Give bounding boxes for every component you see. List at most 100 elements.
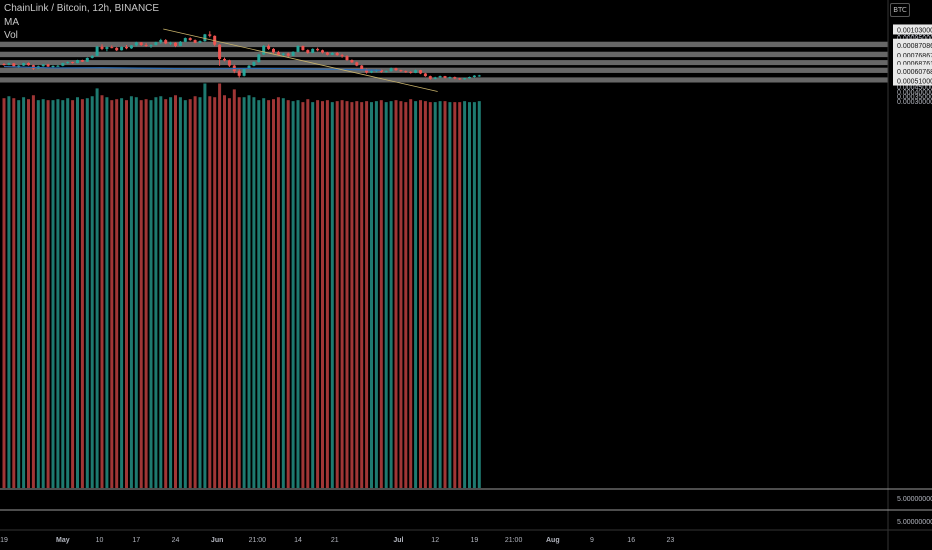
candle-body (477, 75, 481, 77)
candle-body (71, 62, 75, 64)
candle-body (169, 42, 173, 44)
candle-body (139, 42, 143, 45)
candle-body (370, 71, 373, 73)
candle-body (472, 75, 476, 77)
time-tick-label: 21 (331, 537, 339, 544)
price-label-text: 0.00060768 (897, 69, 932, 76)
candlesticks (2, 31, 481, 81)
candle-body (276, 52, 280, 55)
candle-body (438, 76, 442, 78)
candle-body (296, 45, 300, 52)
candle-body (306, 50, 310, 53)
time-axis[interactable]: 19 May 10 17 24 Jun 21:00 14 21 Jul 12 19 21:00 Aug 9 1… (0, 537, 674, 544)
currency-scale-button[interactable]: BTC (890, 3, 910, 17)
candle-body (409, 71, 413, 73)
volume-bars (2, 83, 481, 489)
volume-bar (56, 99, 60, 488)
price-label-text: 0.00103000 (897, 27, 932, 34)
candle-body (125, 46, 128, 49)
volume-bar (306, 99, 310, 488)
candle-body (272, 48, 275, 53)
price-label-text: 0.00087086 (897, 43, 932, 50)
price-tick-label: 0.00040000 (897, 89, 932, 96)
vol-indicator-label[interactable]: Vol (4, 30, 18, 41)
candle-body (325, 52, 329, 55)
volume-bar (379, 100, 383, 488)
candle-body (360, 65, 364, 70)
price-label-box (893, 65, 932, 76)
candle-body (428, 76, 432, 79)
zone-band (0, 67, 888, 73)
candle-body (223, 58, 226, 61)
time-tick-label: 9 (590, 537, 594, 544)
candle-body (443, 76, 447, 78)
volume-bar (414, 101, 418, 489)
candle-body (252, 62, 256, 66)
volume-bar (257, 100, 261, 488)
price-label-text: 0.00051000 (897, 79, 932, 86)
candle-body (340, 55, 344, 57)
candle-body (56, 65, 60, 67)
volume-bar (76, 97, 79, 489)
volume-bar (7, 96, 11, 489)
volume-bar (208, 96, 212, 489)
candle-body (61, 63, 65, 66)
volume-bar (227, 98, 231, 488)
volume-bar (330, 102, 334, 489)
chart-title: ChainLink / Bitcoin, 12h, BINANCE (4, 3, 160, 14)
volume-bar (134, 97, 138, 489)
volume-bar (468, 102, 471, 489)
time-tick-label: 23 (667, 537, 675, 544)
ma-indicator-label[interactable]: MA (4, 17, 19, 28)
price-label-box (893, 75, 932, 86)
volume-bar (242, 97, 246, 489)
volume-bar (66, 98, 70, 488)
zone-band (0, 51, 888, 58)
candle-body (41, 64, 45, 67)
candle-body (330, 53, 334, 55)
price-axis[interactable]: 0.001050000.001000000.000950000.00090000… (893, 24, 932, 526)
candle-body (389, 68, 393, 72)
time-tick-label: 24 (172, 537, 180, 544)
trendline[interactable] (163, 28, 438, 92)
candle-body (66, 62, 70, 64)
candle-body (154, 42, 158, 46)
candle-body (80, 60, 84, 62)
volume-bar (345, 101, 349, 489)
volume-bar (399, 101, 403, 489)
candle-body (203, 34, 207, 42)
zone-band (0, 77, 888, 83)
candle-body (213, 35, 217, 45)
candle-body (448, 77, 452, 79)
candle-body (164, 40, 168, 44)
volume-bar (27, 99, 30, 488)
volume-bar (384, 102, 388, 489)
volume-bar (183, 100, 187, 488)
candle-body (350, 60, 354, 63)
candle-body (129, 45, 133, 49)
time-tick-label: 19 (471, 537, 479, 544)
candle-body (379, 69, 383, 72)
volume-bar (365, 101, 369, 489)
volume-bar (174, 95, 177, 489)
volume-bar (453, 102, 457, 489)
candle-body (247, 65, 251, 69)
candle-body (198, 41, 202, 43)
volume-bar (340, 100, 344, 488)
candle-body (17, 65, 21, 67)
price-label-box (893, 58, 932, 69)
candle-body (399, 70, 403, 72)
candle-body (110, 47, 114, 49)
support-resistance-zones (0, 41, 888, 83)
volume-bar (213, 97, 217, 489)
candle-body (51, 65, 55, 67)
candle-body (227, 60, 231, 66)
candle-body (183, 38, 187, 42)
price-label-box (893, 40, 932, 51)
candle-body (286, 53, 290, 56)
candle-body (384, 71, 388, 73)
candle-body (22, 63, 26, 66)
volume-bar (223, 95, 226, 489)
candle-body (414, 70, 418, 73)
